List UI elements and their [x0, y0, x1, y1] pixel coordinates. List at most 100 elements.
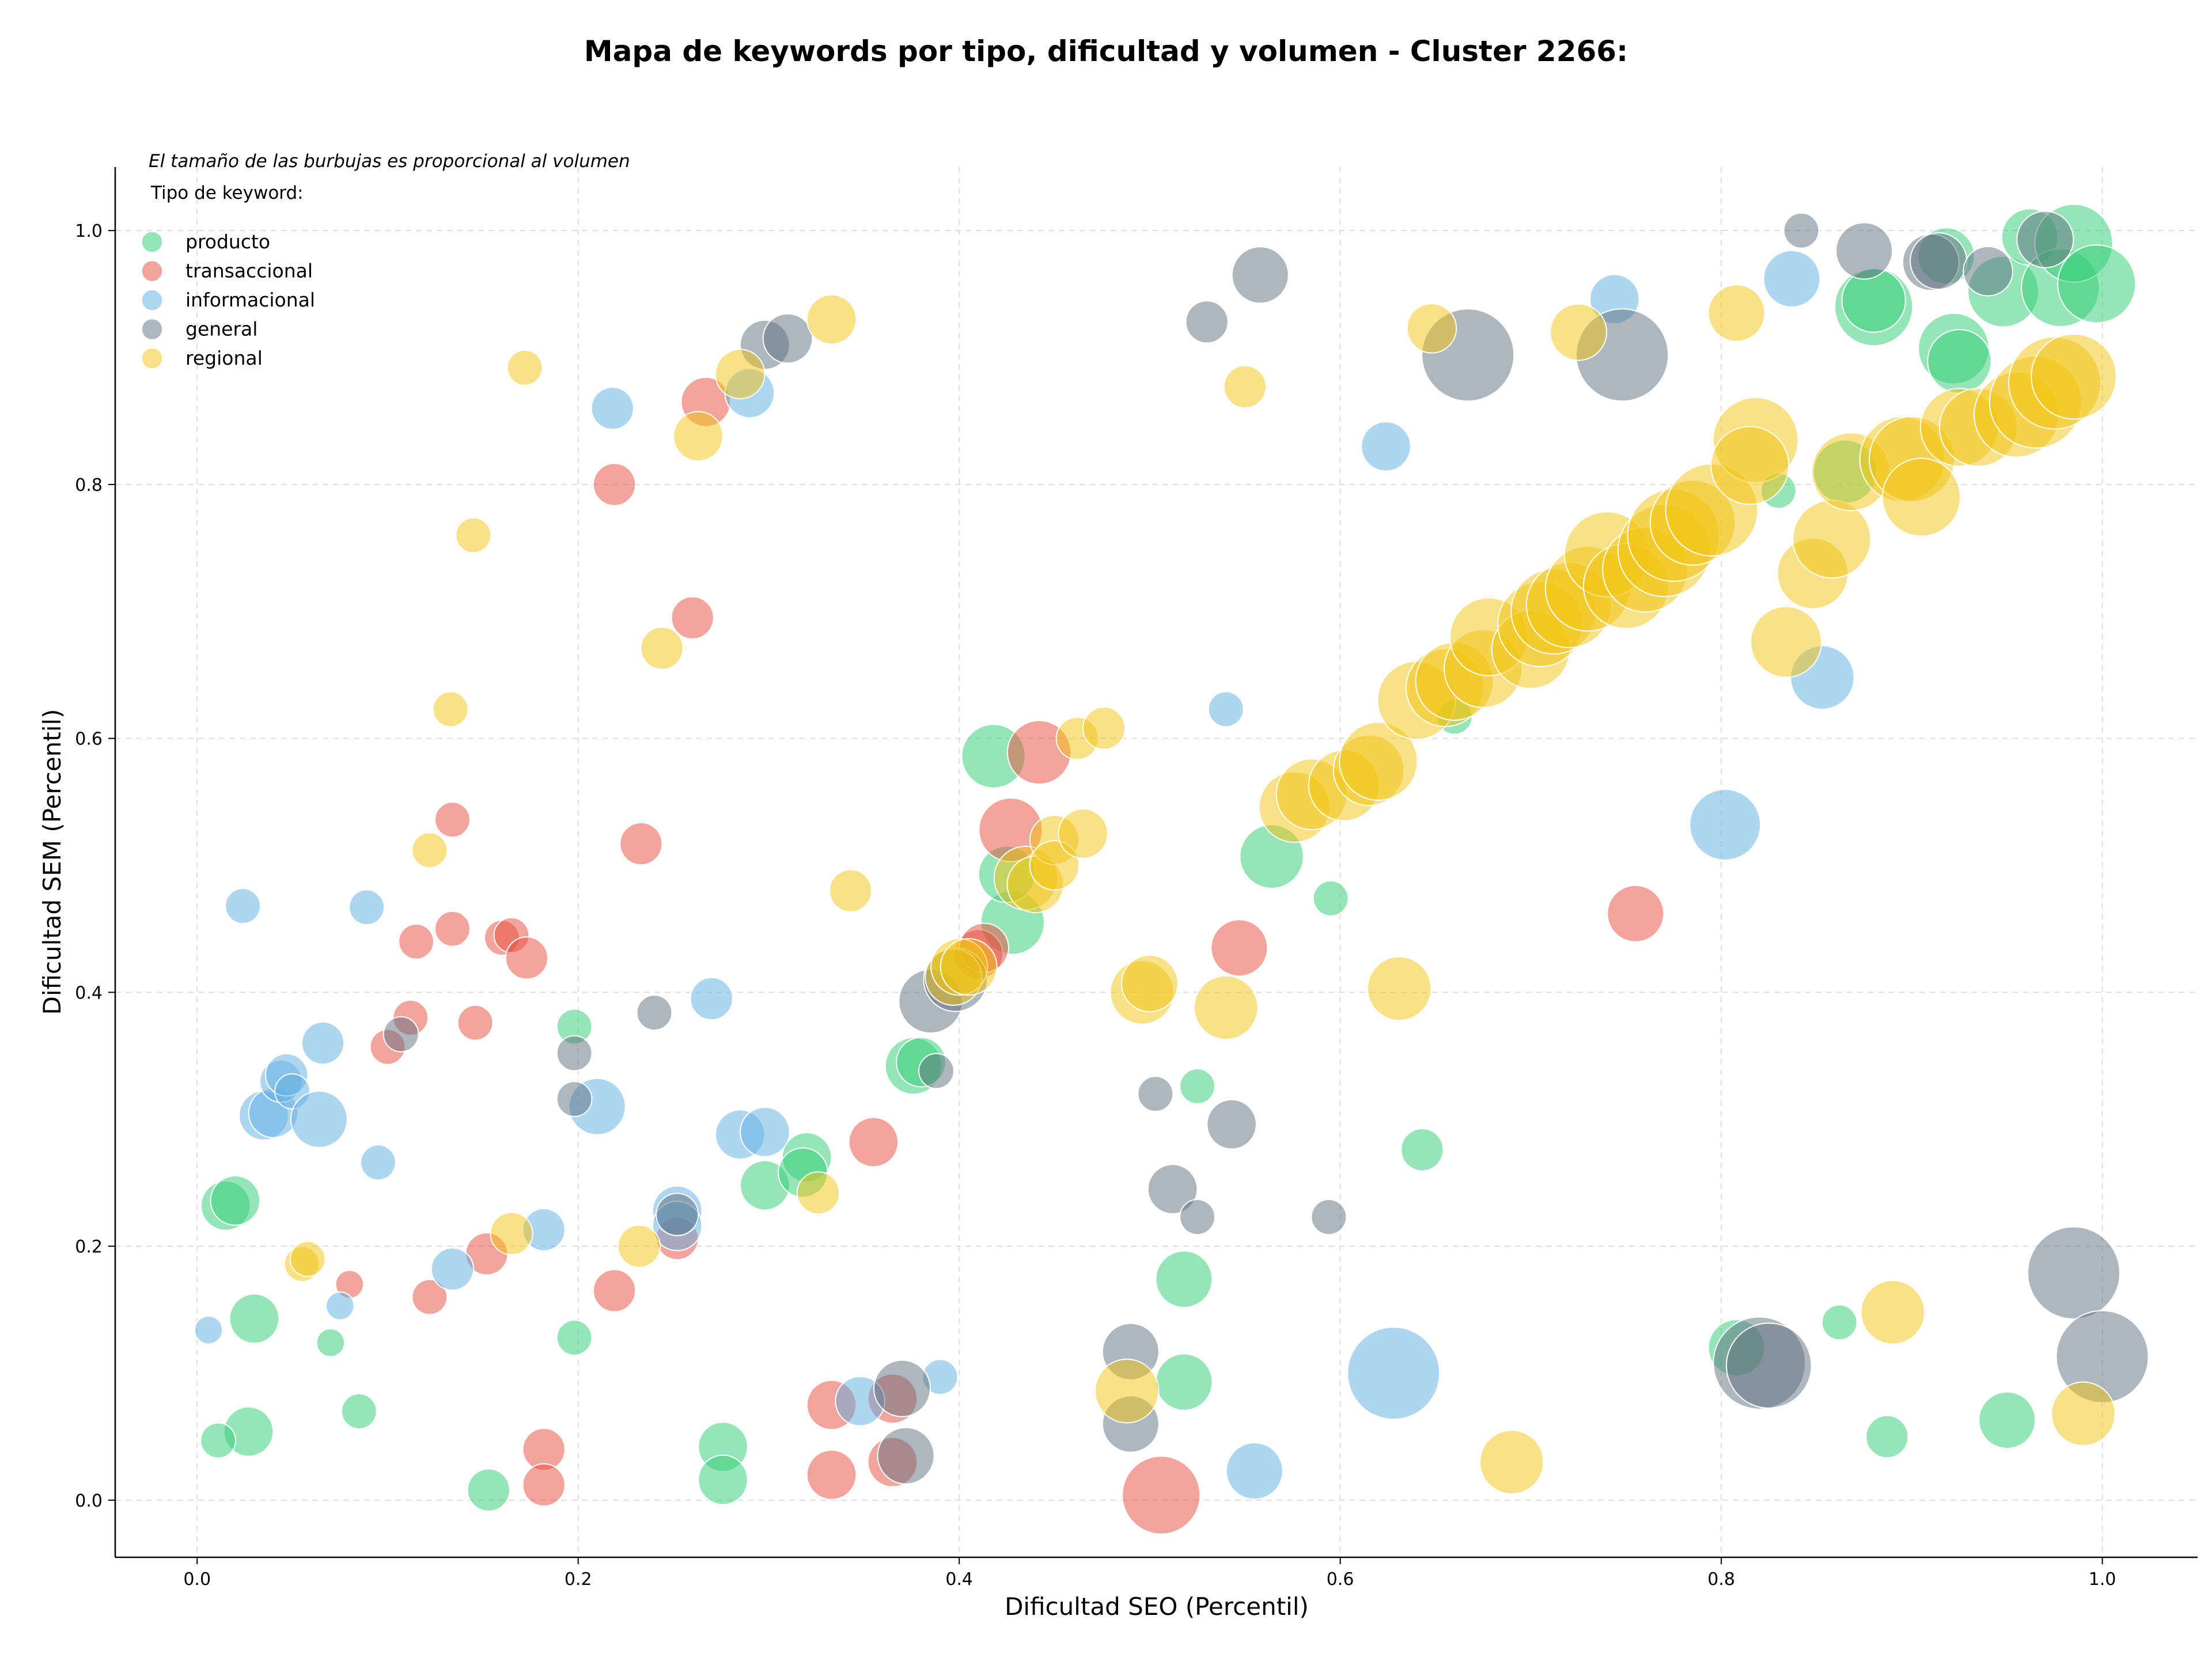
bubble-informacional — [301, 1021, 345, 1065]
bubble-general — [1310, 1199, 1347, 1235]
bubble-producto — [2057, 244, 2137, 324]
legend-label-general: general — [185, 318, 257, 340]
bubble-regional — [715, 349, 766, 399]
bubble-transaccional — [1210, 919, 1268, 977]
series-producto — [200, 203, 2137, 1512]
x-tick-label: 0.0 — [183, 1569, 211, 1590]
bubble-producto — [340, 1393, 377, 1429]
bubble-transaccional — [671, 596, 714, 640]
bubble-general — [1910, 232, 1968, 290]
bubble-regional — [673, 411, 724, 461]
bubble-regional — [1339, 721, 1418, 801]
legend-marker-regional — [141, 347, 163, 369]
bubble-informacional — [1361, 421, 1411, 472]
bubble-transaccional — [1607, 884, 1665, 943]
bubble-informacional — [194, 1315, 224, 1345]
bubble-general — [656, 1193, 699, 1236]
bubble-producto — [1155, 1353, 1213, 1411]
bubble-transaccional — [619, 822, 663, 866]
legend-label-informacional: informacional — [185, 289, 315, 311]
bubble-regional — [1120, 954, 1179, 1012]
x-tick-label: 0.8 — [1707, 1569, 1735, 1590]
bubble-general — [1179, 1199, 1216, 1235]
x-tick-label: 0.6 — [1327, 1569, 1354, 1590]
bubble-regional — [1406, 303, 1457, 354]
bubble-informacional — [1207, 691, 1244, 728]
legend-marker-producto — [141, 231, 163, 253]
bubble-size-note: El tamaño de las burbujas es proporciona… — [149, 151, 630, 172]
series-informacional — [194, 249, 1855, 1500]
legend-label-producto: producto — [185, 230, 270, 253]
legend-label-transaccional: transaccional — [185, 260, 313, 282]
bubble-regional — [1194, 975, 1259, 1041]
bubble-informacional — [740, 1106, 790, 1157]
bubble-general — [918, 1053, 955, 1089]
bubble-general — [1147, 1164, 1198, 1214]
bubble-producto — [1179, 1068, 1216, 1104]
bubble-informacional — [290, 1090, 348, 1148]
bubble-transaccional — [434, 801, 471, 838]
legend: producto transaccional informacional genera… — [141, 230, 315, 369]
bubble-producto — [556, 1319, 593, 1356]
bubble-producto — [316, 1328, 345, 1357]
bubble-regional — [940, 938, 998, 996]
bubble-transaccional — [806, 1449, 857, 1500]
bubble-informacional — [325, 1291, 355, 1321]
bubble-producto — [1312, 880, 1349, 917]
bubble-regional — [455, 517, 492, 554]
bubble-transaccional — [398, 923, 434, 960]
bubble-informacional — [349, 889, 385, 926]
bubble-regional — [806, 294, 857, 345]
series-general — [382, 210, 2149, 1485]
bubble-transaccional — [411, 1278, 448, 1315]
axes — [114, 167, 2198, 1558]
x-tick-label: 0.4 — [945, 1569, 973, 1590]
bubble-transaccional — [505, 936, 549, 980]
bubble-general — [1137, 1076, 1174, 1113]
bubble-regional — [1707, 284, 1766, 342]
bubble-regional — [1094, 1359, 1160, 1424]
bubble-general — [1185, 300, 1229, 344]
bubble-general — [1835, 222, 1893, 280]
bubble-producto — [1927, 328, 1992, 394]
legend-label-regional: regional — [185, 347, 263, 369]
bubble-general — [556, 1035, 593, 1072]
legend-marker-transaccional — [141, 260, 163, 282]
bubble-general — [2016, 210, 2074, 268]
bubble-regional — [411, 832, 448, 868]
bubble-producto — [210, 1175, 261, 1226]
series-transaccional — [335, 376, 1665, 1535]
y-tick-label: 0.8 — [75, 475, 103, 495]
bubbles — [194, 203, 2149, 1535]
bubble-producto — [1841, 268, 1906, 333]
bubble-transaccional — [434, 910, 471, 947]
y-tick-label: 0.6 — [75, 729, 103, 750]
bubble-informacional — [430, 1247, 475, 1291]
tick-labels: 0.0 0.2 0.4 0.6 0.8 1.0 0.0 0.2 0.4 0.6 0.8 1.0 — [75, 221, 2116, 1590]
bubble-general — [762, 313, 813, 364]
bubble-general — [2027, 1226, 2121, 1320]
bubble-general — [1206, 1099, 1257, 1150]
bubble-regional — [1029, 840, 1080, 891]
bubble-regional — [617, 1224, 661, 1268]
bubble-regional — [2051, 1381, 2116, 1447]
bubble-informacional — [1225, 1442, 1283, 1500]
bubble-regional — [1479, 1429, 1544, 1494]
bubble-regional — [1058, 808, 1108, 859]
bubble-regional — [1710, 426, 1790, 505]
bubble-general — [556, 1081, 593, 1117]
bubble-regional — [1881, 457, 1961, 537]
bubble-general — [382, 1016, 419, 1053]
x-axis-label: Dificultad SEO (Percentil) — [1005, 1592, 1309, 1621]
bubble-regional — [506, 349, 543, 386]
x-tick-label: 1.0 — [2089, 1569, 2116, 1590]
legend-marker-informacional — [141, 289, 163, 311]
bubble-regional — [1860, 1280, 1926, 1345]
y-axis-label: Dificultad SEM (Percentil) — [38, 709, 66, 1015]
bubble-transaccional — [592, 463, 637, 506]
bubble-producto — [200, 1422, 237, 1459]
bubble-regional — [2031, 333, 2117, 420]
bubble-producto — [698, 1454, 748, 1505]
x-tick-label: 0.2 — [565, 1569, 592, 1590]
bubble-producto — [1155, 1250, 1213, 1308]
